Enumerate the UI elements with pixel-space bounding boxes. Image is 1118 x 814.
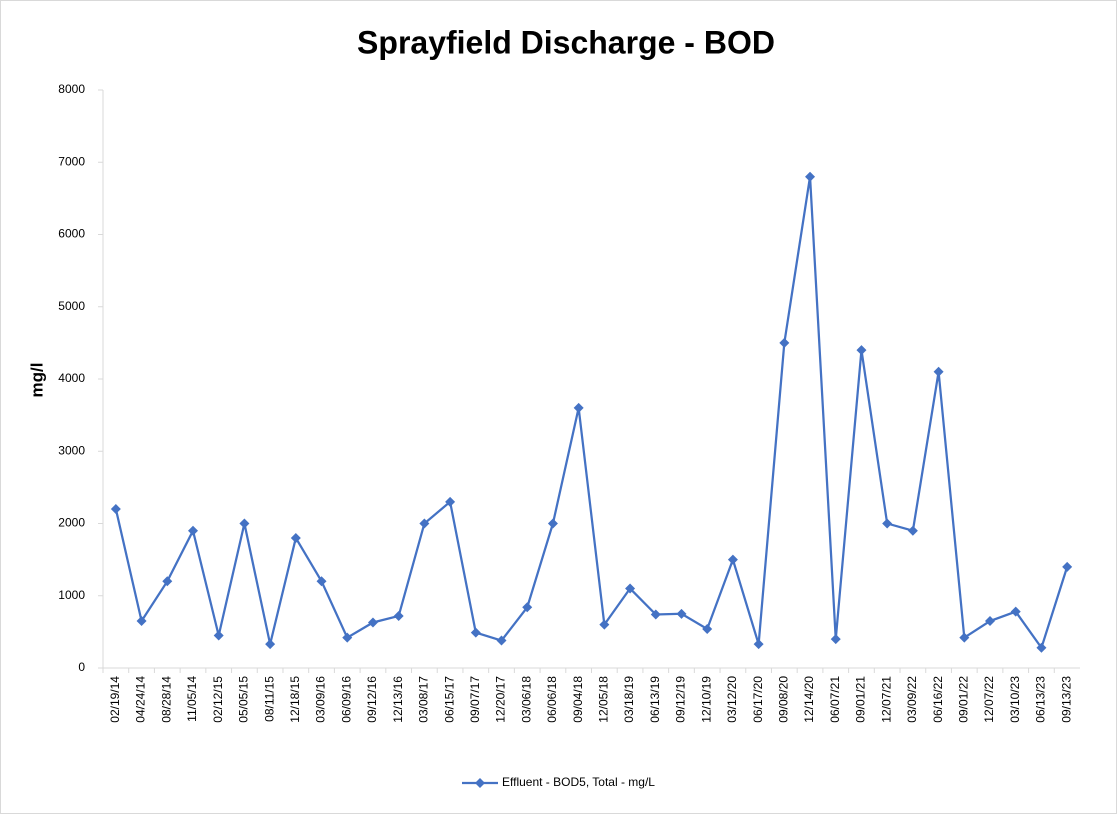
x-tick-label: 12/07/22 xyxy=(982,676,996,723)
y-axis-label: mg/l xyxy=(27,363,46,398)
data-point xyxy=(805,171,816,182)
data-point xyxy=(393,610,404,621)
x-tick-label: 03/09/16 xyxy=(314,676,328,723)
x-tick-label: 06/17/20 xyxy=(751,676,765,723)
y-tick-label: 3000 xyxy=(58,443,85,457)
x-tick-label: 08/11/15 xyxy=(262,676,276,722)
data-point xyxy=(1062,561,1073,572)
data-point xyxy=(985,616,996,627)
x-tick-label: 03/06/18 xyxy=(519,676,533,723)
data-point xyxy=(419,518,430,529)
data-point xyxy=(136,616,147,627)
x-tick-label: 09/12/19 xyxy=(674,676,688,723)
data-point xyxy=(650,609,661,620)
data-point xyxy=(856,345,867,356)
x-tick-label: 09/04/18 xyxy=(571,676,585,723)
data-point xyxy=(522,602,533,613)
y-tick-label: 7000 xyxy=(58,154,85,168)
x-tick-label: 03/09/22 xyxy=(905,676,919,723)
x-tick-label: 05/05/15 xyxy=(237,676,251,723)
data-point xyxy=(187,525,198,536)
x-tick-label: 06/06/18 xyxy=(545,676,559,723)
y-tick-label: 5000 xyxy=(58,299,85,313)
data-point xyxy=(625,583,636,594)
chart-title: Sprayfield Discharge - BOD xyxy=(357,24,775,60)
x-tick-label: 09/13/23 xyxy=(1059,676,1073,723)
data-point xyxy=(470,627,481,638)
y-tick-label: 0 xyxy=(78,660,85,674)
data-point xyxy=(907,525,918,536)
data-point xyxy=(702,623,713,634)
x-tick-label: 06/16/22 xyxy=(931,676,945,723)
x-tick-label: 09/08/20 xyxy=(777,676,791,723)
data-point xyxy=(573,402,584,413)
data-point xyxy=(290,532,301,543)
x-tick-label: 12/10/19 xyxy=(699,676,713,723)
x-tick-label: 02/12/15 xyxy=(211,676,225,723)
x-tick-label: 09/01/22 xyxy=(956,676,970,723)
x-tick-label: 12/07/21 xyxy=(879,676,893,723)
y-tick-label: 1000 xyxy=(58,588,85,602)
data-point xyxy=(779,337,790,348)
data-point xyxy=(342,632,353,643)
y-tick-label: 6000 xyxy=(58,227,85,241)
data-point xyxy=(239,518,250,529)
data-point xyxy=(110,504,121,515)
x-tick-label: 12/05/18 xyxy=(597,676,611,723)
data-point xyxy=(162,576,173,587)
data-point xyxy=(959,632,970,643)
x-tick-label: 06/07/21 xyxy=(828,676,842,723)
legend-label: Effluent - BOD5, Total - mg/L xyxy=(502,775,655,789)
x-tick-label: 03/08/17 xyxy=(417,676,431,723)
data-point xyxy=(367,617,378,628)
data-point xyxy=(316,576,327,587)
data-point xyxy=(933,366,944,377)
x-tick-label: 06/15/17 xyxy=(442,676,456,723)
x-tick-label: 12/18/15 xyxy=(288,676,302,723)
x-tick-label: 06/13/19 xyxy=(648,676,662,723)
data-point xyxy=(599,619,610,630)
series-line xyxy=(114,176,1069,651)
x-tick-label: 11/05/14 xyxy=(185,676,199,722)
x-tick-label: 02/19/14 xyxy=(108,676,122,723)
x-tick-label: 04/24/14 xyxy=(134,676,148,723)
data-point xyxy=(496,635,507,646)
data-point xyxy=(265,639,276,650)
x-tick-label: 12/20/17 xyxy=(494,676,508,723)
data-point xyxy=(753,639,764,650)
x-tick-label: 09/07/17 xyxy=(468,676,482,723)
x-tick-label: 12/14/20 xyxy=(802,676,816,723)
x-tick-label: 09/01/21 xyxy=(854,676,868,723)
data-point xyxy=(445,496,456,507)
x-tick-label: 03/18/19 xyxy=(622,676,636,723)
x-tick-label: 12/13/16 xyxy=(391,676,405,723)
x-tick-label: 08/28/14 xyxy=(159,676,173,723)
x-tick-label: 06/13/23 xyxy=(1034,676,1048,723)
data-point xyxy=(213,630,224,641)
data-point xyxy=(547,518,558,529)
x-tick-label: 06/09/16 xyxy=(339,676,353,723)
y-tick-label: 4000 xyxy=(58,371,85,385)
data-point xyxy=(676,608,687,619)
data-point xyxy=(1010,606,1021,617)
data-point xyxy=(830,634,841,645)
y-tick-label: 8000 xyxy=(58,82,85,96)
y-tick-label: 2000 xyxy=(58,516,85,530)
x-tick-label: 03/10/23 xyxy=(1008,676,1022,723)
data-point xyxy=(1036,642,1047,653)
legend-marker xyxy=(475,778,485,788)
data-point xyxy=(727,554,738,565)
x-tick-label: 09/12/16 xyxy=(365,676,379,723)
x-tick-label: 03/12/20 xyxy=(725,676,739,723)
data-point xyxy=(882,518,893,529)
